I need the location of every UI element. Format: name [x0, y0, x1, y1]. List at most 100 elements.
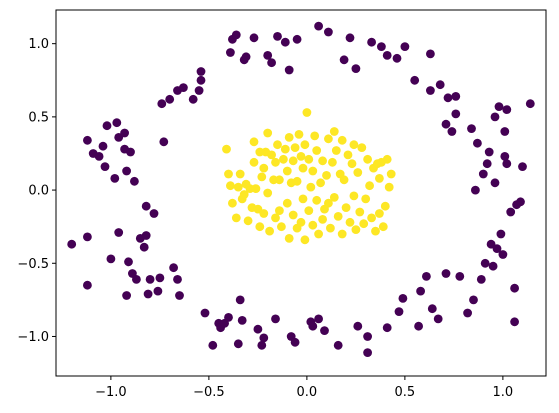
data-point [110, 174, 120, 183]
data-point [157, 99, 167, 109]
data-point [433, 314, 443, 324]
data-point [200, 308, 210, 318]
data-point [394, 307, 404, 316]
data-point [139, 242, 149, 252]
data-point [343, 150, 353, 160]
data-point [427, 304, 437, 314]
x-tick-label: 0.5 [395, 385, 416, 400]
data-point [222, 144, 231, 154]
data-point [302, 108, 312, 117]
data-point [271, 314, 280, 324]
data-point [153, 286, 163, 296]
data-point [145, 275, 155, 284]
data-point [114, 228, 124, 237]
data-point [251, 184, 261, 194]
data-point [124, 257, 133, 267]
data-point [318, 156, 327, 166]
data-point [165, 94, 175, 104]
data-point [188, 94, 198, 104]
data-point [290, 337, 300, 347]
data-point [476, 275, 486, 284]
data-point [367, 37, 376, 47]
data-point [296, 217, 306, 227]
data-point [228, 198, 237, 208]
data-point [67, 239, 77, 249]
x-tick-label: −1.0 [95, 385, 127, 400]
data-point [525, 99, 535, 109]
data-point [347, 159, 357, 169]
data-point [357, 143, 367, 153]
data-point [349, 140, 359, 150]
data-point [328, 157, 337, 167]
data-point [353, 321, 363, 331]
data-point [392, 53, 402, 63]
data-point [279, 154, 288, 164]
data-point [196, 75, 206, 85]
data-point [263, 188, 273, 198]
data-point [382, 323, 392, 333]
data-point [314, 229, 323, 239]
data-point [351, 225, 361, 235]
data-point [494, 102, 504, 111]
data-point [320, 326, 329, 335]
data-point [443, 93, 453, 103]
data-point [83, 135, 92, 145]
data-point [324, 198, 333, 208]
data-point [337, 229, 347, 239]
data-point [316, 178, 325, 188]
data-point [441, 119, 451, 129]
data-point [284, 65, 294, 75]
data-point [226, 48, 235, 57]
data-point [253, 324, 263, 334]
data-point [506, 207, 516, 217]
data-point [359, 219, 369, 229]
data-point [106, 254, 116, 264]
data-point [122, 166, 131, 176]
data-point [314, 314, 323, 324]
data-point [349, 191, 359, 201]
data-point [298, 194, 308, 204]
data-point [263, 51, 273, 60]
data-point [455, 272, 465, 281]
data-point [426, 49, 435, 59]
data-point [478, 169, 488, 179]
data-point [480, 258, 490, 268]
data-point [324, 27, 333, 37]
data-point [318, 215, 327, 224]
data-point [498, 250, 508, 259]
data-point [398, 294, 408, 303]
data-point [382, 51, 392, 60]
data-point [380, 201, 390, 211]
data-point [331, 146, 341, 155]
data-point [235, 169, 245, 179]
x-tick-label: 0.0 [297, 385, 318, 400]
data-point [263, 128, 273, 138]
data-point [267, 150, 276, 160]
data-point [426, 86, 435, 95]
data-point [132, 275, 141, 284]
data-point [290, 143, 300, 153]
data-point [435, 80, 445, 90]
data-point [500, 127, 510, 136]
data-point [447, 127, 457, 136]
data-point [300, 235, 310, 245]
data-point [288, 210, 298, 220]
data-point [351, 64, 361, 73]
data-point [441, 269, 451, 278]
data-point [326, 223, 335, 233]
data-point [361, 194, 371, 204]
data-point [226, 181, 235, 191]
data-point [451, 92, 461, 101]
data-point [510, 317, 519, 327]
data-point [353, 168, 363, 177]
data-point [83, 232, 92, 242]
data-point [322, 171, 331, 180]
data-point [345, 217, 355, 227]
data-point [363, 332, 372, 341]
data-point [273, 32, 282, 41]
data-point [339, 175, 349, 185]
data-point [386, 169, 396, 179]
data-point [375, 209, 384, 218]
data-point [267, 58, 276, 68]
data-point [284, 133, 294, 142]
